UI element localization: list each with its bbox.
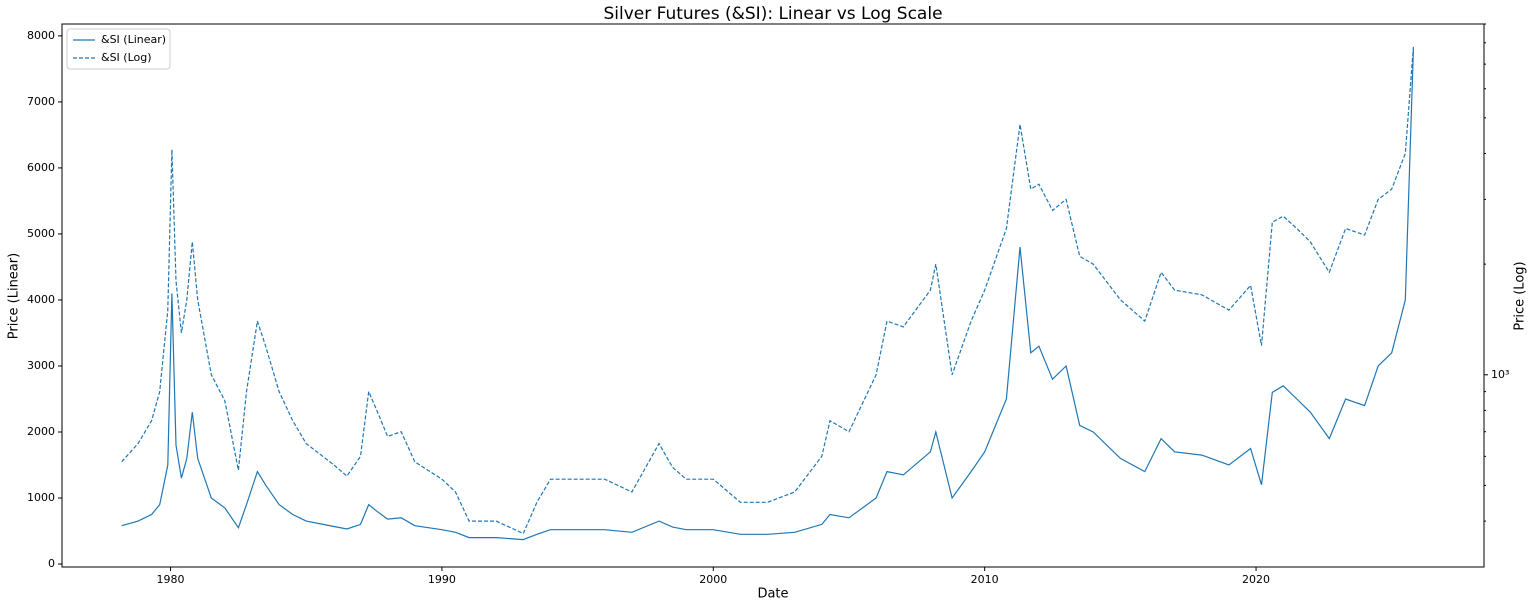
y-tick-label: 1000 bbox=[27, 491, 55, 504]
y-tick-label: 8000 bbox=[27, 29, 55, 42]
legend-box bbox=[66, 28, 171, 70]
y-tick-label: 2000 bbox=[27, 425, 55, 438]
x-tick-label: 2000 bbox=[699, 573, 727, 586]
x-axis-label: Date bbox=[757, 587, 788, 602]
y-tick-label: 4000 bbox=[27, 293, 55, 306]
legend: &SI (Linear) &SI (Log) bbox=[66, 28, 171, 70]
y-tick-label: 6000 bbox=[27, 161, 55, 174]
y-tick-label: 3000 bbox=[27, 359, 55, 372]
y-axis-label: Price (Linear) bbox=[7, 253, 22, 339]
y2-tick-label: 10³ bbox=[1491, 368, 1509, 381]
x-tick-label: 2010 bbox=[971, 573, 999, 586]
x-tick-label: 1990 bbox=[428, 573, 456, 586]
x-tick-label: 2020 bbox=[1242, 573, 1270, 586]
y2-axis-label: Price (Log) bbox=[1513, 261, 1528, 330]
y-tick-label: 5000 bbox=[27, 227, 55, 240]
legend-label: &SI (Linear) bbox=[101, 33, 166, 46]
y-tick-label: 7000 bbox=[27, 95, 55, 108]
chart-title: Silver Futures (&SI): Linear vs Log Scal… bbox=[603, 4, 942, 24]
plot-frame bbox=[61, 23, 1485, 568]
x-tick-label: 1980 bbox=[157, 573, 185, 586]
series-line bbox=[121, 49, 1414, 541]
series-line bbox=[121, 46, 1414, 535]
y-tick-label: 0 bbox=[48, 557, 55, 570]
legend-label: &SI (Log) bbox=[101, 51, 152, 64]
